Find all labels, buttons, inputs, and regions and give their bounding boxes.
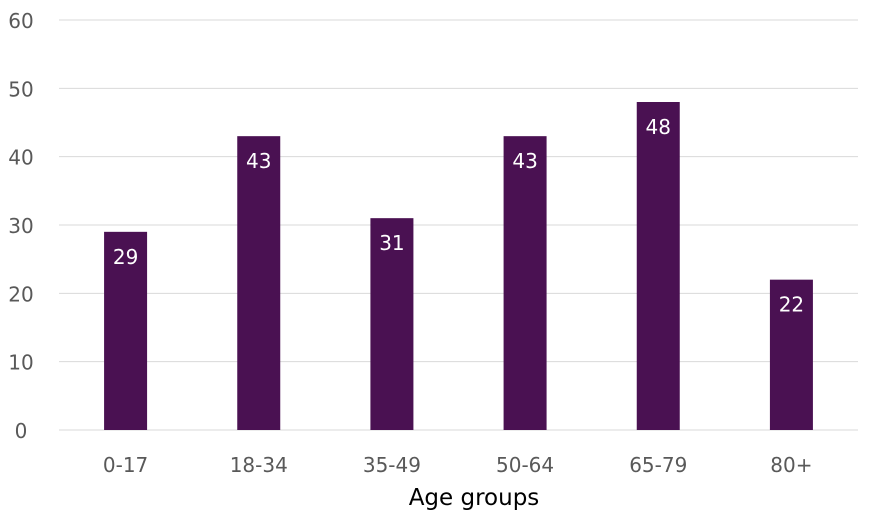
x-axis-title: Age groups [409, 485, 540, 511]
x-tick-label-50-64: 50-64 [496, 453, 554, 477]
data-label-0-17: 29 [113, 245, 138, 269]
data-labels: 29 43 31 43 48 22 [113, 115, 804, 317]
x-tick-label-65-79: 65-79 [629, 453, 687, 477]
bar-35-49 [370, 218, 414, 430]
x-axis-ticks: 0-17 18-34 35-49 50-64 65-79 80+ [103, 453, 813, 477]
bar-50-64 [503, 136, 547, 430]
y-tick-label: 0 [15, 419, 28, 443]
x-tick-label-80+: 80+ [770, 453, 812, 477]
x-tick-label-0-17: 0-17 [103, 453, 148, 477]
bar-0-17 [104, 231, 148, 430]
x-tick-label-35-49: 35-49 [363, 453, 421, 477]
bar-65-79 [636, 102, 680, 430]
data-label-50-64: 43 [512, 149, 537, 173]
y-tick-label: 50 [8, 77, 33, 101]
bar-80+ [769, 279, 813, 430]
y-tick-label: 30 [8, 214, 33, 238]
y-tick-label: 60 [8, 9, 33, 33]
x-tick-label-18-34: 18-34 [230, 453, 288, 477]
bar-18-34 [237, 136, 281, 430]
data-label-80+: 22 [779, 293, 804, 317]
y-tick-label: 20 [8, 282, 33, 306]
bars [104, 102, 813, 430]
gridlines [59, 19, 858, 431]
data-label-35-49: 31 [379, 231, 404, 255]
y-tick-label: 40 [8, 146, 33, 170]
data-label-65-79: 48 [646, 115, 671, 139]
data-label-18-34: 43 [246, 149, 271, 173]
y-axis-ticks: 0 10 20 30 40 50 60 [8, 9, 33, 443]
y-tick-label: 10 [8, 351, 33, 375]
